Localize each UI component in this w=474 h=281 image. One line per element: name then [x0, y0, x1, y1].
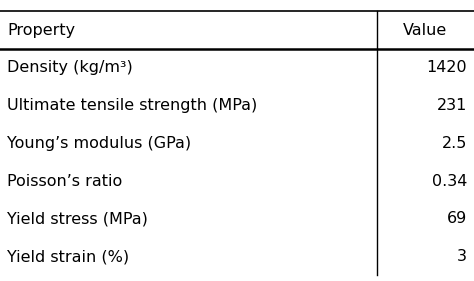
Text: Property: Property: [7, 22, 75, 38]
Text: Ultimate tensile strength (MPa): Ultimate tensile strength (MPa): [7, 98, 257, 113]
Text: 3: 3: [457, 249, 467, 264]
Text: Value: Value: [403, 22, 447, 38]
Text: 69: 69: [447, 211, 467, 226]
Text: 0.34: 0.34: [431, 174, 467, 189]
Text: Density (kg/m³): Density (kg/m³): [7, 60, 133, 75]
Text: 1420: 1420: [426, 60, 467, 75]
Text: 231: 231: [437, 98, 467, 113]
Text: Yield stress (MPa): Yield stress (MPa): [7, 211, 148, 226]
Text: Young’s modulus (GPa): Young’s modulus (GPa): [7, 136, 191, 151]
Text: Poisson’s ratio: Poisson’s ratio: [7, 174, 122, 189]
Text: 2.5: 2.5: [441, 136, 467, 151]
Text: Yield strain (%): Yield strain (%): [7, 249, 129, 264]
